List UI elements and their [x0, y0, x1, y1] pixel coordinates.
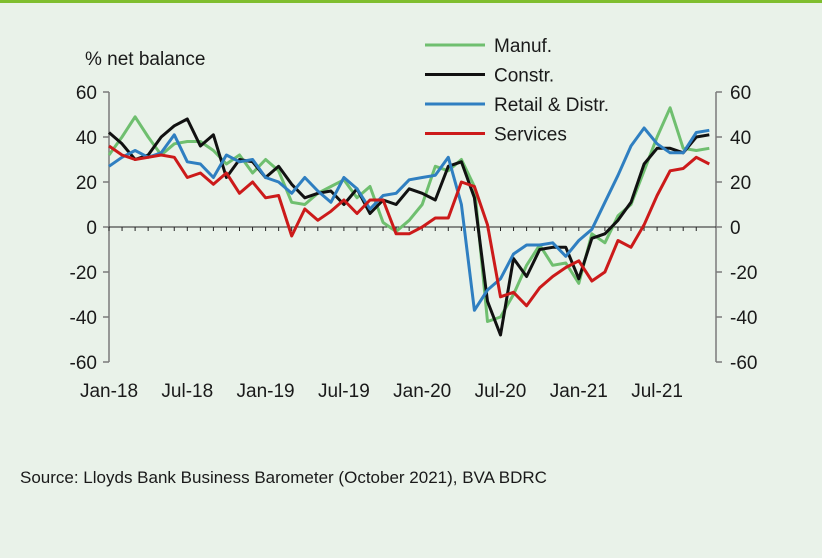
x-tick-label: Jan-20	[393, 381, 451, 402]
right-y-tick-label: 60	[730, 83, 751, 104]
left-y-tick-label: 0	[86, 218, 97, 239]
x-tick-label: Jul-18	[161, 381, 213, 402]
left-y-tick-label: -40	[70, 308, 97, 329]
right-y-tick-label: 0	[730, 218, 741, 239]
series-line-constr	[108, 117, 710, 337]
source-note: Source: Lloyds Bank Business Barometer (…	[20, 468, 547, 487]
right-y-tick-label: 20	[730, 173, 751, 194]
legend-label: Retail & Distr.	[494, 95, 609, 116]
right-y-tick-label: -60	[730, 353, 757, 374]
series-line-manuf	[107, 106, 710, 323]
top-accent-rule	[0, 0, 822, 3]
right-y-tick-label: -20	[730, 263, 757, 284]
x-tick-label: Jul-21	[631, 381, 683, 402]
x-tick-label: Jul-19	[318, 381, 370, 402]
left-y-tick-label: 20	[76, 173, 97, 194]
y-axis-label: % net balance	[85, 49, 205, 70]
x-tick-label: Jan-18	[80, 381, 138, 402]
left-y-tick-label: -20	[70, 263, 97, 284]
legend-label: Manuf.	[494, 36, 552, 57]
x-tick-label: Jul-20	[475, 381, 527, 402]
series-line-services	[108, 144, 710, 308]
left-y-tick-label: 60	[76, 83, 97, 104]
right-y-tick-label: 40	[730, 128, 751, 149]
line-chart: % net balance 60 60 40 40 20 20 0 0 -20 -20 -40 -40…	[70, 36, 758, 402]
left-y-tick-label: -60	[70, 353, 97, 374]
legend-label: Services	[494, 125, 567, 146]
x-tick-label: Jan-19	[237, 381, 295, 402]
series-line-retail-distr	[108, 126, 710, 312]
legend-label: Constr.	[494, 66, 554, 87]
right-y-tick-label: -40	[730, 308, 757, 329]
left-y-tick-label: 40	[76, 128, 97, 149]
x-tick-label: Jan-21	[550, 381, 608, 402]
